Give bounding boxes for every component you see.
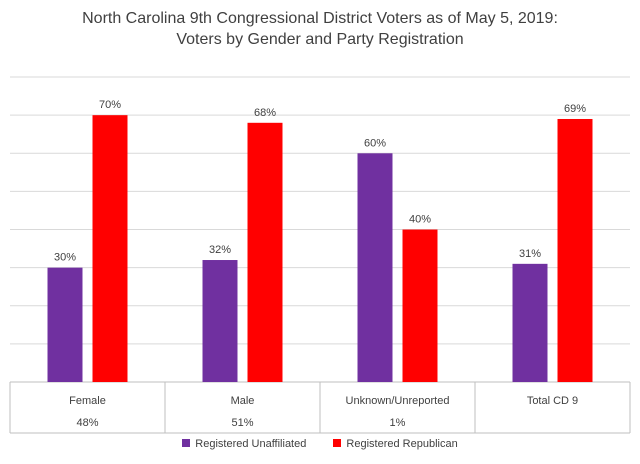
category-label-3: Total CD 9 [527, 395, 578, 407]
data-label-unaffiliated-0: 30% [54, 252, 76, 264]
legend-label-unaffiliated: Registered Unaffiliated [195, 438, 307, 450]
bar-unaffiliated-1 [202, 260, 238, 382]
bar-unaffiliated-0 [47, 267, 83, 382]
bar-unaffiliated-3 [512, 263, 548, 382]
bar-republican-3 [557, 118, 593, 383]
data-label-republican-2: 40% [409, 214, 431, 226]
legend: Registered Unaffiliated Registered Repub… [0, 438, 640, 450]
data-label-unaffiliated-2: 60% [364, 137, 386, 149]
category-share-2: 1% [390, 417, 406, 429]
legend-swatch-republican [333, 439, 342, 447]
legend-swatch-unaffiliated [182, 439, 191, 447]
data-label-republican-3: 69% [564, 103, 586, 115]
bar-republican-2 [402, 229, 438, 382]
data-label-republican-0: 70% [99, 99, 121, 111]
bar-republican-1 [247, 122, 283, 383]
chart-title: North Carolina 9th Congressional Distric… [0, 8, 640, 50]
category-label-2: Unknown/Unreported [346, 395, 450, 407]
bar-unaffiliated-2 [357, 153, 393, 382]
data-label-republican-1: 68% [254, 107, 276, 119]
data-label-unaffiliated-1: 32% [209, 244, 231, 256]
legend-item-unaffiliated[interactable]: Registered Unaffiliated [182, 438, 306, 450]
category-share-0: 48% [76, 417, 98, 429]
chart-title-line-2: Voters by Gender and Party Registration [176, 31, 464, 48]
bar-republican-0 [92, 115, 128, 383]
data-label-unaffiliated-3: 31% [519, 248, 541, 260]
legend-label-republican: Registered Republican [346, 438, 458, 450]
category-label-0: Female [69, 395, 106, 407]
category-share-1: 51% [231, 417, 253, 429]
category-label-1: Male [231, 395, 255, 407]
chart-title-line-1: North Carolina 9th Congressional Distric… [82, 10, 558, 27]
legend-item-republican[interactable]: Registered Republican [333, 438, 458, 450]
